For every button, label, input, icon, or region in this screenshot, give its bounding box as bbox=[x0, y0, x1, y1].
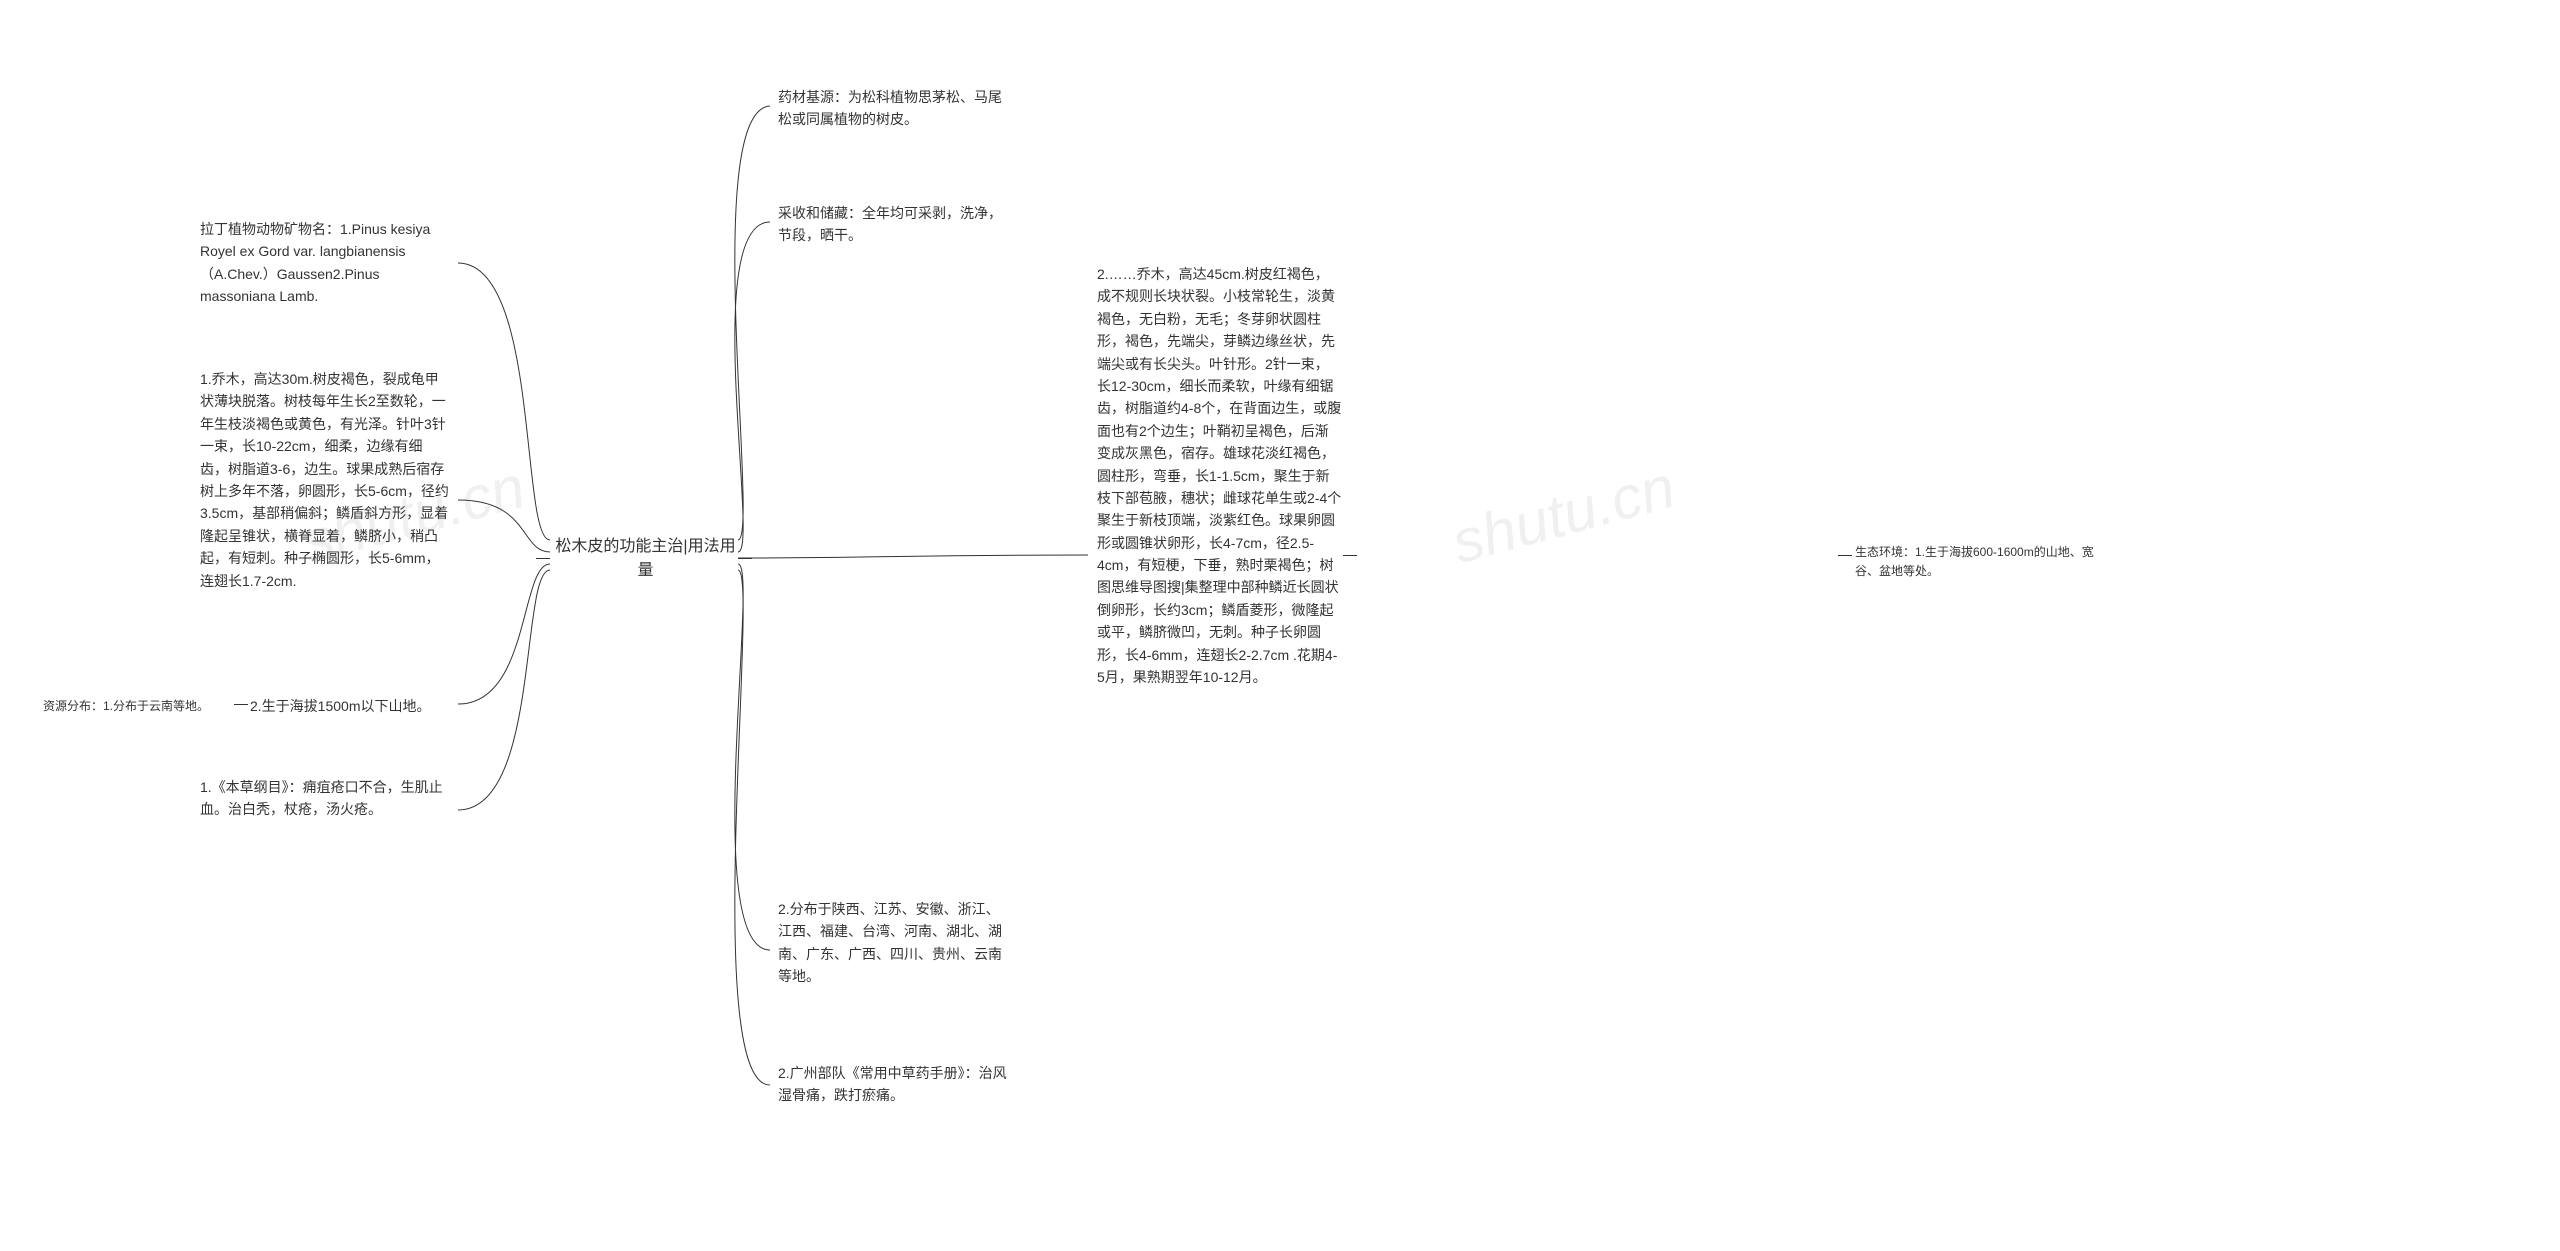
node-r4: 2.分布于陕西、江苏、安徽、浙江、江西、福建、台湾、河南、湖北、湖南、广东、广西… bbox=[778, 898, 1008, 988]
edge-l3 bbox=[458, 564, 550, 704]
node-r2: 采收和储藏：全年均可采剥，洗净，节段，晒干。 bbox=[778, 202, 1008, 247]
watermark-2: shutu.cn bbox=[1445, 452, 1682, 577]
node-r1: 药材基源：为松科植物思茅松、马尾松或同属植物的树皮。 bbox=[778, 86, 1008, 131]
tick-r3-child bbox=[1838, 555, 1852, 556]
edge-l1 bbox=[458, 263, 550, 540]
edge-r1 bbox=[735, 106, 770, 540]
node-l3-child: 资源分布：1.分布于云南等地。 bbox=[43, 697, 233, 716]
tick-l3-outgoing bbox=[234, 704, 248, 705]
tick-right bbox=[738, 558, 752, 559]
edge-l2 bbox=[458, 500, 550, 552]
edge-r3 bbox=[738, 555, 1088, 558]
node-r3: 2.……乔木，高达45cm.树皮红褐色，成不规则长块状裂。小枝常轮生，淡黄褐色，… bbox=[1097, 263, 1342, 688]
center-node: 松木皮的功能主治|用法用量 bbox=[553, 535, 738, 583]
node-l3: 2.生于海拔1500m以下山地。 bbox=[250, 695, 460, 717]
tick-left bbox=[536, 558, 550, 559]
tick-r3-outgoing bbox=[1343, 555, 1357, 556]
edge-r5 bbox=[735, 570, 770, 1085]
node-r3-child: 生态环境：1.生于海拔600-1600m的山地、宽谷、盆地等处。 bbox=[1855, 543, 2110, 581]
edge-r4 bbox=[735, 564, 770, 950]
edge-r2 bbox=[735, 222, 770, 552]
node-l4: 1.《本草纲目》：痈疽疮口不合，生肌止血。治白秃，杖疮，汤火疮。 bbox=[200, 776, 450, 821]
node-r5: 2.广州部队《常用中草药手册》：治风湿骨痛，跌打瘀痛。 bbox=[778, 1062, 1008, 1107]
node-l1: 拉丁植物动物矿物名：1.Pinus kesiya Royel ex Gord v… bbox=[200, 218, 450, 308]
node-l2: 1.乔木，高达30m.树皮褐色，裂成龟甲状薄块脱落。树枝每年生长2至数轮，一年生… bbox=[200, 368, 450, 592]
edge-l4 bbox=[458, 570, 550, 810]
